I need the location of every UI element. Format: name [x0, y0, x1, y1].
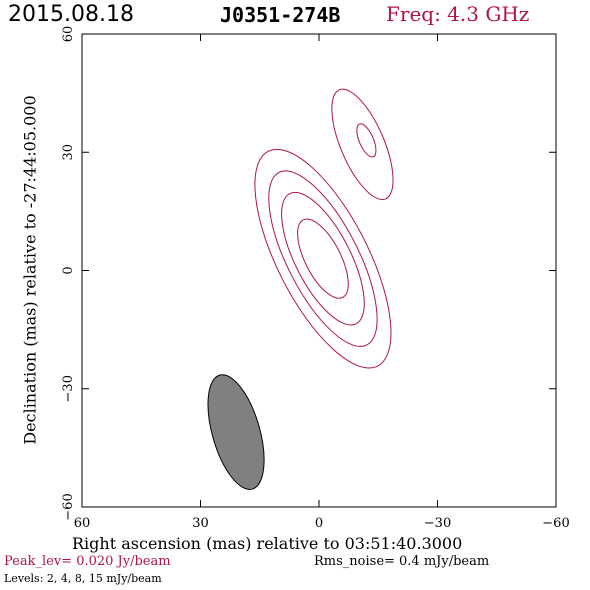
y-tick-label: 30 — [61, 144, 76, 161]
x-tick-label: 30 — [192, 516, 209, 531]
contour-core — [254, 148, 392, 369]
contour-core — [281, 191, 365, 326]
contour-core — [268, 170, 378, 347]
restoring-beam — [207, 374, 265, 490]
x-tick-label: 60 — [74, 516, 91, 531]
x-tick-label: −60 — [542, 516, 569, 531]
y-tick-label: −30 — [61, 375, 76, 402]
y-axis-label: Declination (mas) relative to -27:44:05.… — [20, 95, 40, 445]
y-tick-label: −60 — [61, 493, 76, 520]
y-tick-label: 0 — [61, 266, 76, 274]
rms-noise: Rms_noise= 0.4 mJy/beam — [314, 554, 490, 569]
y-tick-label: 60 — [61, 26, 76, 43]
contour-core — [297, 218, 349, 299]
plot-frame — [81, 33, 557, 508]
contour-jet — [331, 88, 394, 201]
x-axis-label: Right ascension (mas) relative to 03:51:… — [72, 534, 463, 553]
source-name: J0351-274B — [220, 3, 341, 27]
contour-jet — [356, 123, 377, 158]
peak-level: Peak_lev= 0.020 Jy/beam — [4, 554, 171, 569]
beam-group — [207, 374, 265, 490]
frequency-label: Freq: 4.3 GHz — [386, 2, 530, 26]
contour-group — [254, 88, 394, 369]
observation-date: 2015.08.18 — [8, 2, 134, 27]
x-tick-label: 0 — [315, 516, 323, 531]
contour-levels: Levels: 2, 4, 8, 15 mJy/beam — [4, 572, 162, 585]
x-tick-label: −30 — [424, 516, 451, 531]
